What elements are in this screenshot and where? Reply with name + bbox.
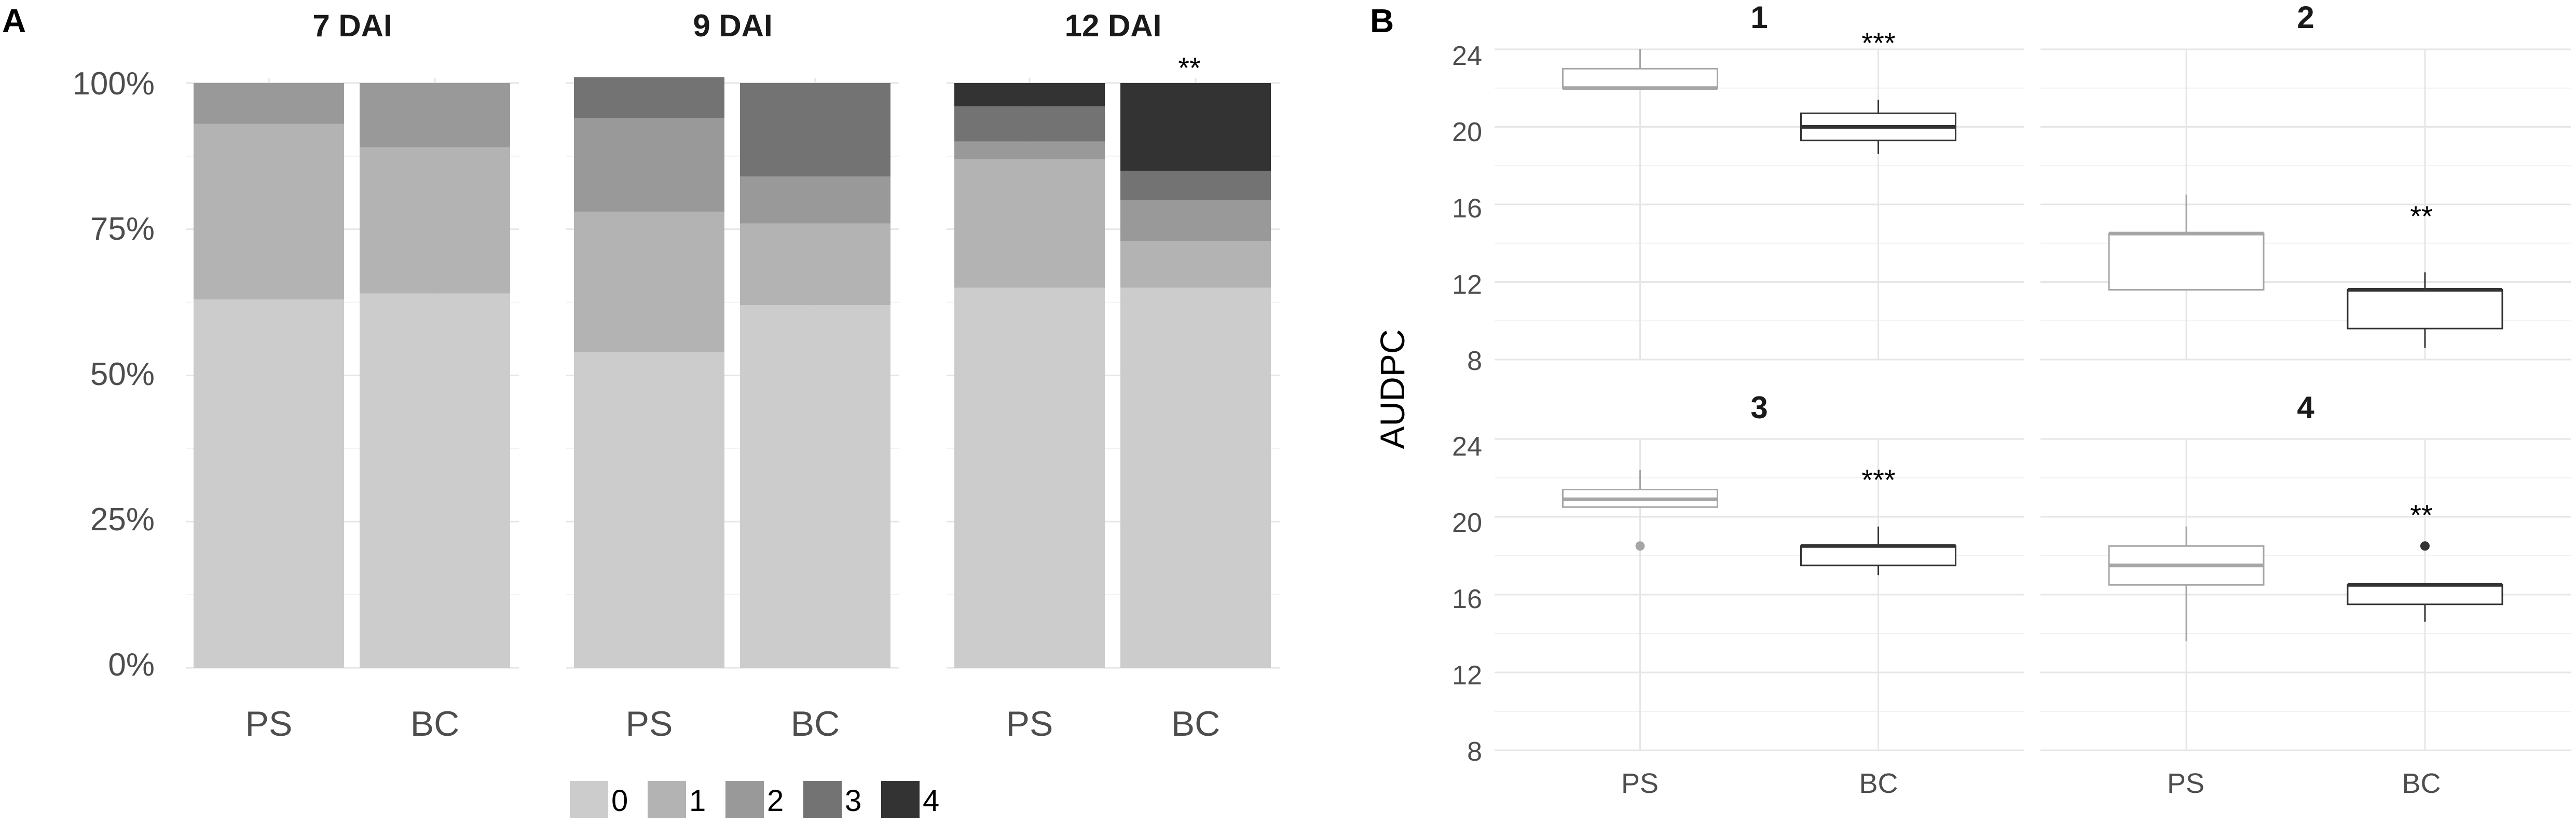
x-tick-ps: PS [626, 704, 673, 744]
significance-annotation: *** [1861, 463, 1895, 496]
bar-segment-score-2 [954, 141, 1105, 159]
facet-title-3: 3 [1750, 390, 1767, 425]
x-tick-bc: BC [1171, 704, 1220, 744]
legend-label-3: 3 [845, 784, 861, 818]
x-tick-ps: PS [1621, 768, 1659, 799]
bar-segment-score-2 [360, 83, 510, 147]
bar-segment-score-3 [740, 83, 890, 177]
bar-segment-score-0 [194, 299, 344, 668]
panel-b-x-axis: PS BC PS BC [1621, 768, 2441, 799]
bar-segment-score-0 [740, 305, 890, 668]
panel-a-facet-titles: 7 DAI 9 DAI 12 DAI [312, 8, 1161, 43]
bar-segment-score-3 [574, 77, 724, 118]
y-tick-label: 16 [1452, 584, 1482, 614]
legend-label-2: 2 [767, 784, 784, 818]
bar-segment-score-2 [1120, 200, 1271, 241]
bar-segment-score-2 [194, 83, 344, 124]
y-tick-label: 50% [90, 356, 155, 392]
y-tick-label: 75% [90, 211, 155, 247]
bar-segment-score-4 [954, 83, 1105, 107]
panel-a-x-axis: PS BC PS BC PS BC [245, 704, 1221, 744]
panel-a-label: A [2, 2, 26, 39]
significance-annotation: ** [2410, 499, 2433, 531]
x-tick-bc: BC [1859, 768, 1898, 799]
bar-segment-score-1 [574, 211, 724, 352]
significance-annotation: *** [1861, 26, 1895, 59]
bar-segment-score-0 [574, 352, 724, 668]
box-bc [1800, 545, 1956, 567]
bar-segment-score-3 [1120, 171, 1271, 200]
bar-segment-score-1 [954, 159, 1105, 288]
y-tick-label: 12 [1452, 661, 1482, 691]
outlier-point [2420, 541, 2430, 551]
panel-b-significance: *** ** *** ** [1861, 26, 2432, 531]
y-tick-label: 24 [1452, 432, 1482, 462]
bar-segment-score-0 [954, 287, 1105, 668]
bar-segment-score-1 [1120, 241, 1271, 288]
box-bc [2347, 584, 2503, 606]
panel-b-gridlines [1495, 48, 2571, 751]
bar-segment-score-1 [740, 223, 890, 306]
bar-segment-score-3 [954, 106, 1105, 142]
x-tick-ps: PS [2167, 768, 2204, 799]
panel-a-y-axis: 0% 25% 50% 75% 100% [72, 66, 155, 683]
significance-annotation: ** [1178, 51, 1201, 84]
y-tick-label: 20 [1452, 508, 1482, 538]
y-tick-label: 0% [108, 647, 155, 683]
y-tick-label: 24 [1452, 41, 1482, 71]
facet-title-7-dai: 7 DAI [312, 8, 392, 43]
box-ps [1562, 67, 1718, 89]
legend-key-0 [570, 781, 608, 818]
x-tick-ps: PS [1006, 704, 1053, 744]
y-tick-label: 16 [1452, 194, 1482, 224]
box-ps [2108, 232, 2265, 291]
bar-segment-score-1 [360, 147, 510, 294]
y-tick-label: 8 [1467, 737, 1482, 767]
y-tick-label: 25% [90, 502, 155, 538]
legend-key-4 [881, 781, 920, 818]
y-tick-label: 12 [1452, 270, 1482, 300]
bar-segment-score-2 [574, 118, 724, 212]
facet-title-12-dai: 12 DAI [1065, 8, 1162, 43]
bar-segment-score-0 [1120, 287, 1271, 668]
legend-label-0: 0 [611, 784, 628, 818]
x-tick-ps: PS [245, 704, 293, 744]
bar-segment-score-0 [360, 293, 510, 668]
outlier-point [1635, 541, 1645, 551]
bar-segment-score-1 [194, 123, 344, 299]
significance-annotation: ** [2410, 200, 2433, 232]
box-bc [2347, 288, 2503, 329]
facet-title-9-dai: 9 DAI [693, 8, 772, 43]
y-axis-title: AUDPC [1373, 329, 1412, 449]
legend: 0 1 2 3 4 [570, 781, 939, 818]
panel-b-y-axis: 8 12 16 20 24 8 12 16 20 24 [1452, 41, 1482, 767]
panel-a-gridlines [186, 78, 1280, 669]
legend-key-2 [725, 781, 764, 818]
x-tick-bc: BC [410, 704, 459, 744]
panel-b-boxplot-facets: AUDPC 8 12 16 20 24 8 12 16 20 24 1 2 3 … [1373, 0, 2571, 799]
legend-label-4: 4 [923, 784, 939, 818]
panel-a-stacked-bar-chart: 0% 25% 50% 75% 100% 7 DAI 9 DAI 12 DAI P… [72, 8, 1280, 818]
x-tick-bc: BC [2402, 768, 2441, 799]
legend-label-1: 1 [689, 784, 706, 818]
y-tick-label: 100% [72, 66, 155, 102]
panel-a-bars [194, 77, 1271, 668]
bar-segment-score-2 [740, 176, 890, 224]
y-tick-label: 8 [1467, 346, 1482, 376]
legend-key-3 [803, 781, 842, 818]
y-tick-label: 20 [1452, 117, 1482, 147]
panel-b-label: B [1370, 2, 1394, 39]
facet-title-2: 2 [2297, 0, 2314, 35]
panel-b-facet-titles: 1 2 3 4 [1750, 0, 2314, 425]
panel-b-boxes [1562, 49, 2503, 641]
facet-title-1: 1 [1750, 0, 1767, 35]
facet-title-4: 4 [2297, 390, 2314, 425]
bar-segment-score-4 [1120, 83, 1271, 171]
x-tick-bc: BC [791, 704, 840, 744]
legend-key-1 [648, 781, 686, 818]
